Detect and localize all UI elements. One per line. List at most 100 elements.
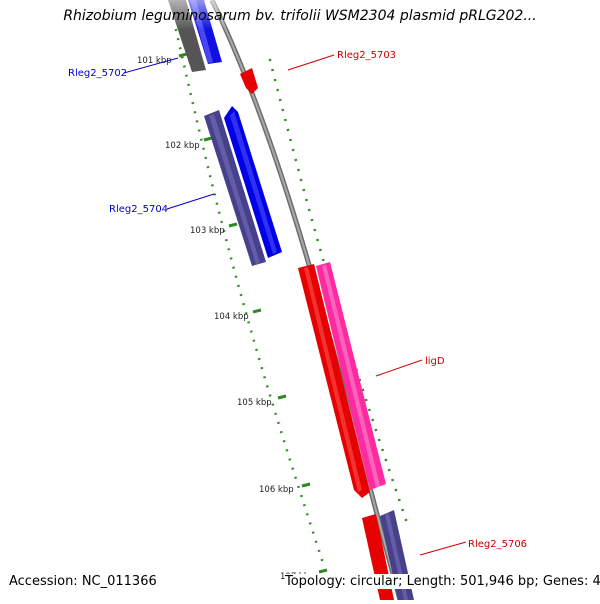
gene-rleg2-5704-navy-shade [209, 114, 260, 264]
ruler-dash [364, 398, 368, 402]
ruler-dash [247, 321, 251, 324]
ruler-dash [316, 238, 320, 242]
ruler-dash [297, 485, 300, 489]
ruler-dash [313, 228, 317, 232]
ruler-dash [286, 128, 290, 132]
ruler-dash [294, 158, 298, 162]
callout-leader-line [166, 193, 215, 210]
ruler-dash [197, 129, 201, 132]
ruler-dash [215, 202, 219, 205]
scale-label: 104 kbp [214, 312, 249, 322]
ruler-dash [274, 412, 278, 416]
callout-leader-line [123, 57, 179, 74]
gene-rleg2-5704-blue-shade [230, 111, 277, 254]
ruler-dash [180, 56, 184, 59]
ruler-dash [283, 118, 287, 122]
scale-label: 103 kbp [190, 226, 225, 236]
ruler-major-tick [252, 308, 262, 314]
ruler-dash [317, 549, 321, 553]
callout-leader-line [287, 54, 335, 71]
ruler-dash [227, 248, 231, 251]
ruler-dash [199, 138, 203, 141]
ruler-dash [299, 494, 303, 498]
ruler-dash [307, 208, 311, 212]
ruler-dash [232, 266, 236, 269]
ruler-dash [302, 188, 306, 192]
ruler-dash [391, 478, 395, 482]
ruler-dash [374, 428, 378, 432]
ruler-dash [182, 65, 186, 68]
gene-label[interactable]: Rleg2_5704 [109, 204, 168, 215]
ruler-dash [394, 488, 398, 492]
ruler-dash [249, 330, 253, 333]
ruler-dash [268, 58, 272, 62]
ruler-major-tick [203, 136, 213, 142]
ruler-dash [237, 284, 240, 288]
ruler-dash [289, 138, 293, 142]
ruler-dash [282, 439, 286, 443]
callout-leader-line [419, 541, 467, 556]
ruler-dash [404, 518, 408, 522]
ruler-dash [257, 357, 261, 361]
ruler-major-tick [228, 222, 238, 228]
ruler-dash [202, 147, 206, 151]
ruler-dash [217, 211, 221, 215]
ruler-dash [302, 503, 306, 507]
ruler-dash [204, 156, 208, 160]
ruler-dash [294, 476, 298, 480]
ruler-dash [291, 467, 295, 470]
ruler-dash [268, 394, 272, 397]
ruler-dash [208, 174, 212, 178]
gene-ligd-pink-shade [322, 265, 380, 488]
ruler-major-tick [178, 52, 188, 58]
gene-callouts: Rleg2_5702 Rleg2_5703 Rleg2_5704 ligD Rleg2_… [68, 50, 527, 556]
gene-label[interactable]: ligD [425, 356, 445, 367]
ruler-dash [381, 448, 385, 452]
ruler-dash [321, 258, 325, 262]
backbone-line [209, 0, 403, 601]
gene-label[interactable]: Rleg2_5703 [337, 50, 396, 61]
ruler-dash [263, 375, 267, 379]
ruler-dash [288, 458, 292, 461]
gene-features [150, 0, 414, 600]
ruler-dash [210, 184, 214, 187]
ruler-dash [278, 98, 282, 102]
topology-stats-text: Topology: circular; Length: 501,946 bp; … [285, 574, 600, 589]
ruler-dash [229, 257, 233, 260]
ruler-major-tick [277, 394, 287, 400]
ruler-dash [252, 339, 256, 342]
gene-label[interactable]: Rleg2_5702 [68, 68, 127, 79]
ruler-dash [195, 120, 199, 123]
scale-label: 105 kbp [237, 398, 272, 408]
scale-label: 106 kbp [259, 485, 294, 495]
ruler-dash [361, 388, 365, 392]
ruler-dash [234, 275, 238, 278]
ruler-dash [304, 198, 308, 202]
ruler-dash [299, 178, 303, 182]
accession-text: Accession: NC_011366 [9, 574, 157, 589]
ruler-dash [281, 108, 285, 112]
ruler-dash [279, 430, 283, 434]
ruler-dash [260, 366, 264, 370]
ruler-dash [285, 449, 289, 452]
ruler-dash [291, 148, 295, 152]
ruler-dash [193, 110, 197, 114]
gene-rleg2-5703[interactable] [240, 68, 258, 94]
ruler-dash [276, 88, 280, 92]
ruler-dash [314, 540, 318, 543]
ruler-dash [296, 168, 300, 172]
ruler-dash [265, 385, 269, 388]
ruler-dash [206, 165, 210, 169]
ruler-dash [178, 47, 182, 50]
ruler-dash [367, 408, 371, 412]
ruler-dash [189, 92, 193, 96]
ruler-dash [397, 498, 401, 502]
ruler-dash [387, 468, 391, 472]
ruler-dash [222, 229, 226, 233]
ruler-dash [176, 37, 180, 41]
ruler-dash [239, 293, 243, 297]
ruler-dash [187, 83, 191, 87]
gene-label[interactable]: Rleg2_5706 [468, 539, 527, 550]
